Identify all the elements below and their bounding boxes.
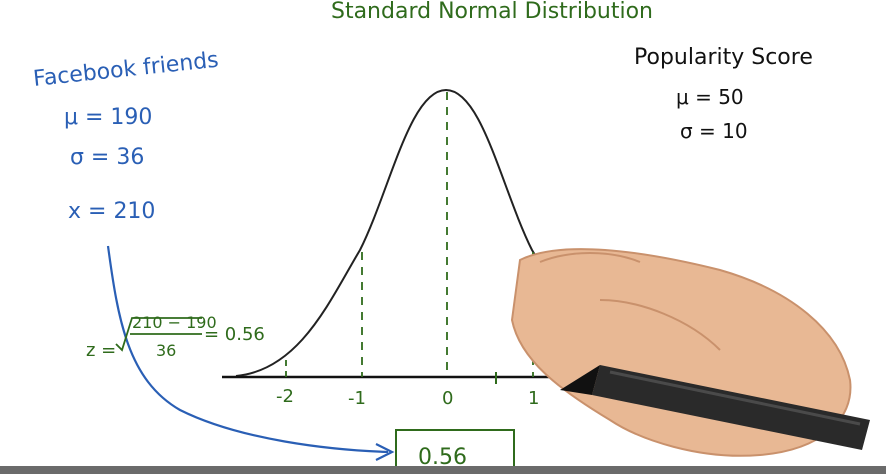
answer-value: 0.56 (418, 445, 467, 470)
facebook-heading: Facebook friends (32, 48, 220, 92)
tick-label: 0 (442, 388, 453, 409)
diagram-title: Standard Normal Distribution (331, 0, 653, 24)
facebook-sigma: σ = 36 (70, 145, 144, 170)
facebook-mu: μ = 190 (64, 105, 152, 130)
popularity-mu: μ = 50 (676, 85, 744, 109)
blue-arrow (106, 245, 389, 454)
popularity-sigma: σ = 10 (680, 119, 748, 143)
facebook-x: x = 210 (68, 199, 155, 224)
popularity-heading: Popularity Score (634, 45, 813, 70)
z-numerator: 210 − 190 (132, 313, 217, 332)
tick-label: 1 (528, 388, 539, 409)
z-denominator: 36 (156, 341, 176, 360)
tick-label: -2 (276, 386, 294, 407)
z-result: = 0.56 (204, 324, 265, 345)
formula-radical (115, 317, 202, 352)
hand-holding-marker-icon (510, 248, 870, 457)
tick-label: -1 (348, 388, 366, 409)
z-prefix: z = (86, 340, 116, 361)
blue-arrow-head (375, 443, 395, 461)
bottom-bar (0, 466, 886, 474)
